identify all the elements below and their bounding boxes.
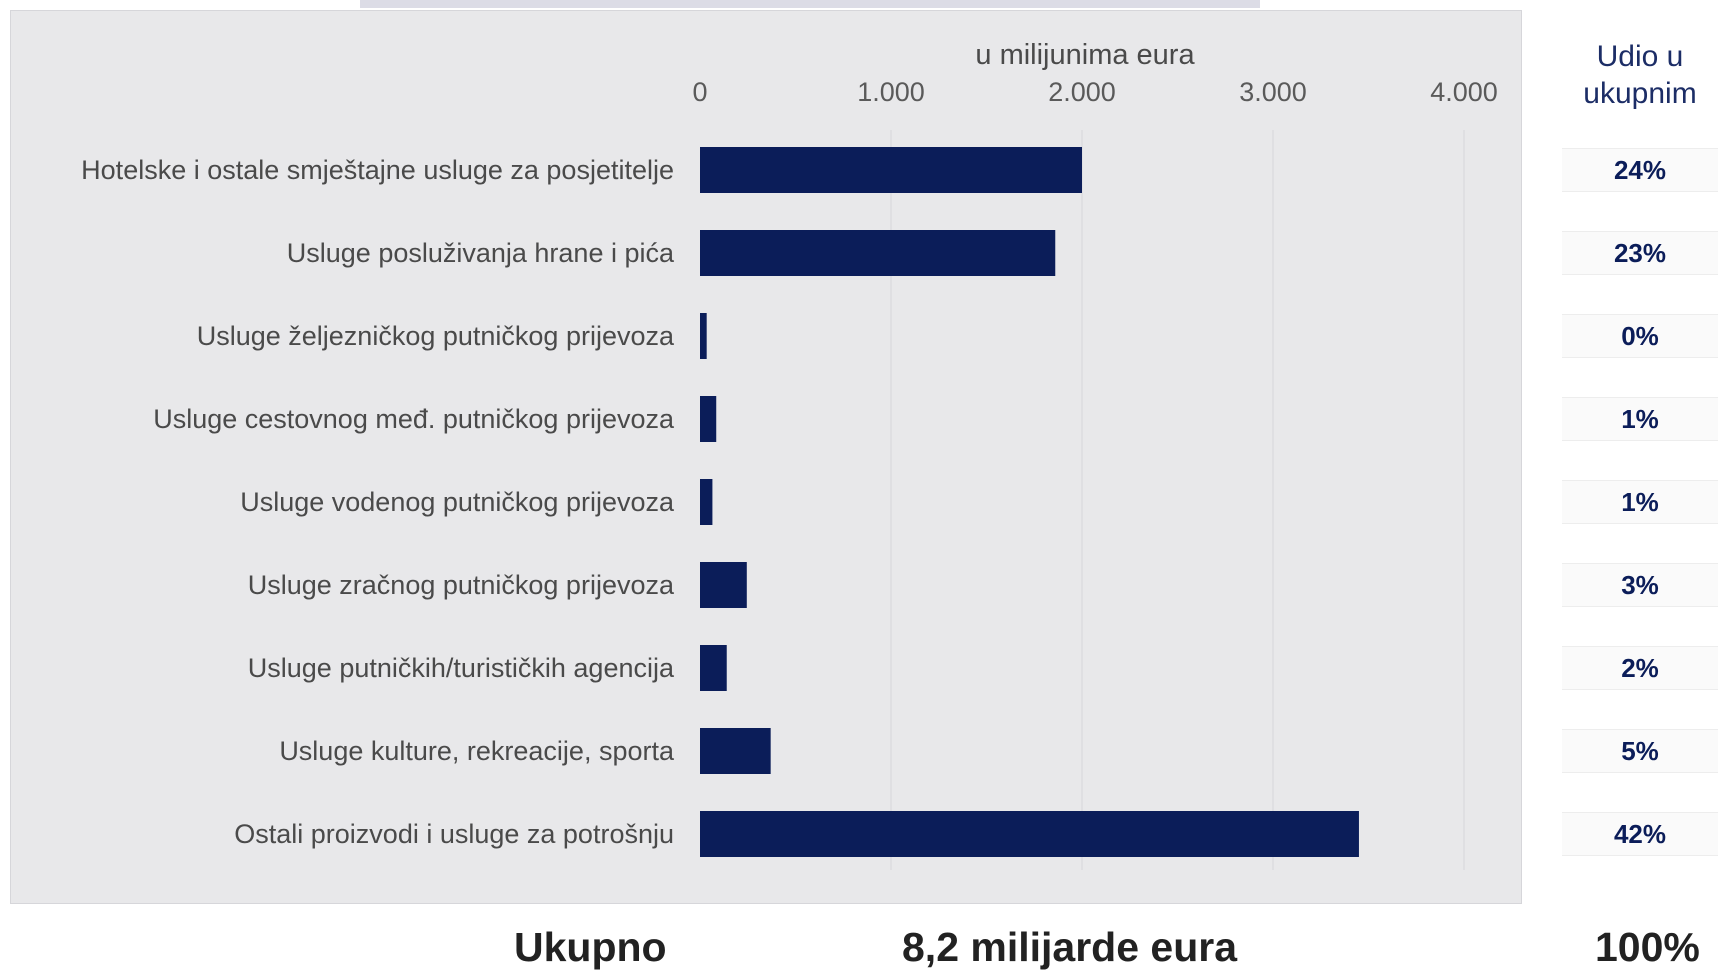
category-label: Usluge cestovnog međ. putničkog prijevoz…: [153, 404, 675, 434]
category-label: Usluge vodenog putničkog prijevoza: [240, 487, 675, 517]
share-value: 0%: [1562, 314, 1718, 358]
x-tick-label: 4.000: [1430, 77, 1498, 107]
bar: [700, 396, 717, 442]
category-label: Usluge kulture, rekreacije, sporta: [279, 736, 675, 766]
total-share: 100%: [1595, 924, 1700, 970]
bar: [700, 147, 1082, 193]
total-value: 8,2 milijarde eura: [902, 924, 1238, 970]
category-label: Usluge zračnog putničkog prijevoza: [248, 570, 675, 600]
category-label: Hotelske i ostale smještajne usluge za p…: [81, 155, 674, 185]
share-column-header: Udio u ukupnim: [1583, 40, 1697, 110]
x-tick-label: 2.000: [1048, 77, 1116, 107]
bar: [700, 230, 1056, 276]
share-value: 3%: [1562, 563, 1718, 607]
total-label: Ukupno: [514, 924, 667, 970]
share-value: 1%: [1562, 480, 1718, 524]
category-label: Usluge putničkih/turističkih agencija: [248, 653, 675, 683]
bar: [700, 479, 713, 525]
category-label: Usluge željezničkog putničkog prijevoza: [197, 321, 675, 351]
x-tick-label: 1.000: [857, 77, 925, 107]
bar: [700, 562, 747, 608]
category-label: Ostali proizvodi i usluge za potrošnju: [234, 819, 674, 849]
x-tick-label: 0: [692, 77, 707, 107]
share-value: 42%: [1562, 812, 1718, 856]
share-value: 23%: [1562, 231, 1718, 275]
axis-title: u milijunima eura: [975, 39, 1195, 71]
share-value: 24%: [1562, 148, 1718, 192]
share-value: 5%: [1562, 729, 1718, 773]
category-label: Usluge posluživanja hrane i pića: [287, 238, 675, 268]
bar: [700, 811, 1359, 857]
bar: [700, 728, 771, 774]
x-tick-label: 3.000: [1239, 77, 1307, 107]
top-strip: [360, 0, 1260, 8]
bar: [700, 645, 727, 691]
share-value: 2%: [1562, 646, 1718, 690]
share-value: 1%: [1562, 397, 1718, 441]
bar: [700, 313, 707, 359]
